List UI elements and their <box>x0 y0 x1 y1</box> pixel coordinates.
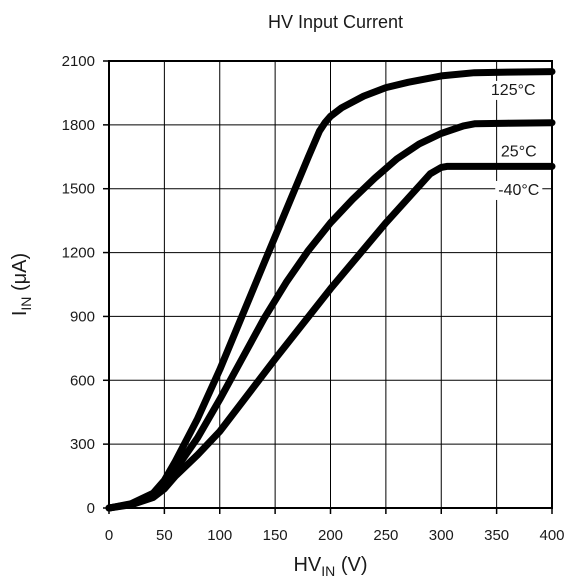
series-label-bg <box>495 180 543 200</box>
series-line--40C <box>105 162 556 512</box>
plot-frame <box>108 60 553 509</box>
x-tick-label: 300 <box>429 527 454 544</box>
series-label: -40°C <box>498 182 539 199</box>
chart-title: HV Input Current <box>268 12 403 32</box>
y-tick-label: 900 <box>70 308 95 325</box>
x-tick-label: 250 <box>373 527 398 544</box>
series-line-125C <box>105 68 556 512</box>
y-tick-label: 300 <box>70 436 95 453</box>
series-group <box>105 68 556 512</box>
x-tick-label: 350 <box>484 527 509 544</box>
series-labels: 125°C 25°C -40°C <box>487 80 543 200</box>
x-tick-label: 50 <box>156 527 173 544</box>
series-label-bg <box>497 142 540 162</box>
x-tick-label: 100 <box>207 527 232 544</box>
x-axis-title: HVIN (V) <box>293 554 367 579</box>
y-tick-label: 1500 <box>62 181 95 198</box>
x-tick-label: 150 <box>263 527 288 544</box>
y-tick-label: 0 <box>87 500 95 517</box>
y-tick-label: 2100 <box>62 53 95 70</box>
y-axis: 0 300 600 900 1200 1500 1800 2100 <box>62 53 109 517</box>
y-axis-title: IIN (μA) <box>9 253 34 316</box>
y-tick-label: 1800 <box>62 117 95 134</box>
y-tick-label: 1200 <box>62 245 95 262</box>
x-tick-label: 400 <box>539 527 564 544</box>
series-label: 25°C <box>501 144 537 161</box>
series-label: 125°C <box>491 82 536 99</box>
y-tick-label: 600 <box>70 372 95 389</box>
x-tick-label: 200 <box>318 527 343 544</box>
x-axis: 0 50 100 150 200 250 300 350 400 <box>105 508 565 544</box>
series-label-bg <box>487 80 539 100</box>
x-tick-label: 0 <box>105 527 113 544</box>
